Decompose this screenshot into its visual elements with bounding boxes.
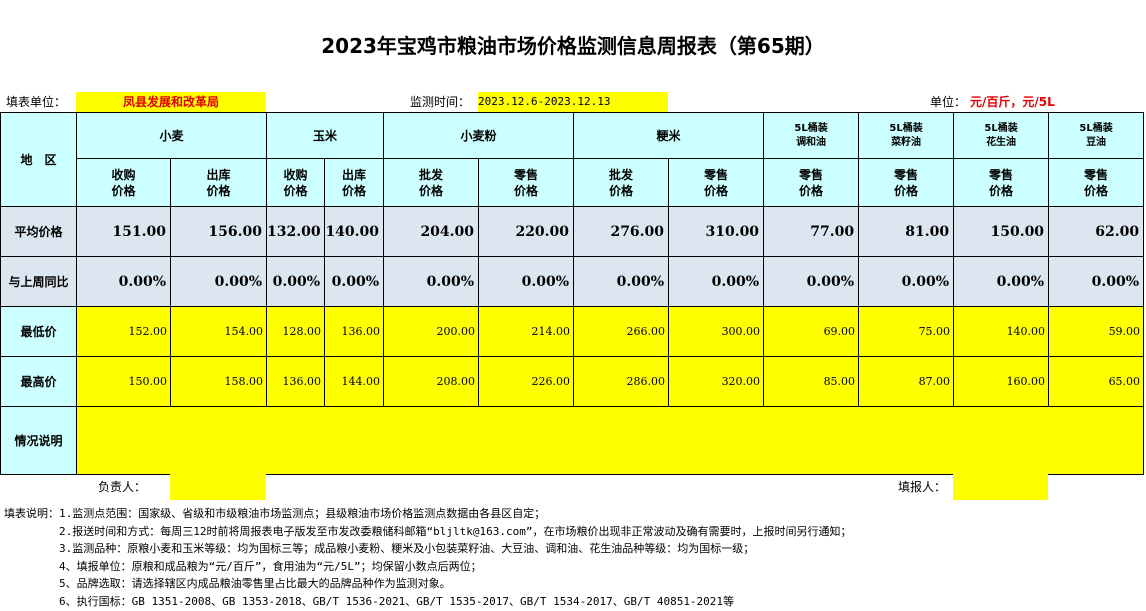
value-cell[interactable]: 87.00	[858, 356, 955, 407]
value-cell: 0.00%	[573, 256, 670, 307]
value-cell[interactable]: 200.00	[383, 306, 480, 357]
measure-value: 元/百斤，元/5L	[970, 95, 1055, 109]
group-flour: 小麦粉	[383, 112, 575, 159]
notes: 填表说明：1.监测点范围：国家级、省级和市级粮油市场监测点；县级粮油市场价格监测…	[4, 505, 851, 610]
value-cell: 132.00	[266, 206, 326, 257]
value-cell: 156.00	[169, 206, 268, 257]
value-cell: 276.00	[573, 206, 670, 257]
subheader-cell: 零售 价格	[858, 158, 955, 207]
value-cell[interactable]: 266.00	[573, 306, 670, 357]
value-cell[interactable]: 152.00	[76, 306, 171, 357]
reporter-label: 填报人：	[898, 480, 947, 494]
value-cell[interactable]: 144.00	[324, 356, 385, 407]
value-cell[interactable]: 320.00	[668, 356, 765, 407]
responsible-input[interactable]	[170, 474, 266, 500]
value-cell[interactable]: 154.00	[169, 306, 268, 357]
value-cell: 0.00%	[858, 256, 955, 307]
note-line: 2.报送时间和方式：每周三12时前将周报表电子版发至市发改委粮储科邮箱“bljl…	[4, 524, 852, 538]
value-cell[interactable]: 136.00	[324, 306, 385, 357]
measure-label: 单位：	[930, 95, 967, 109]
value-cell: 204.00	[383, 206, 480, 257]
note-line: 填表说明：1.监测点范围：国家级、省级和市级粮油市场监测点；县级粮油市场价格监测…	[4, 507, 546, 520]
subheader-cell: 零售 价格	[1048, 158, 1145, 207]
region-header: 地 区	[0, 112, 77, 207]
value-cell: 62.00	[1048, 206, 1145, 257]
value-cell[interactable]: 208.00	[383, 356, 480, 407]
value-cell: 310.00	[668, 206, 765, 257]
value-cell[interactable]: 85.00	[763, 356, 860, 407]
value-cell: 140.00	[324, 206, 385, 257]
value-cell: 220.00	[478, 206, 575, 257]
oil-blend: 5L桶装 调和油	[763, 112, 860, 159]
value-cell: 0.00%	[76, 256, 171, 307]
value-cell: 151.00	[76, 206, 171, 257]
value-cell: 81.00	[858, 206, 955, 257]
subheader-cell: 收购 价格	[76, 158, 171, 207]
value-cell[interactable]: 300.00	[668, 306, 765, 357]
oil-peanut: 5L桶装 花生油	[953, 112, 1050, 159]
note-line: 4、填报单位：原粮和成品粮为“元/百斤”，食用油为“元/5L”；均保留小数点后两…	[4, 559, 482, 573]
unit-label: 填表单位：	[6, 95, 67, 109]
value-cell[interactable]: 140.00	[953, 306, 1050, 357]
value-cell: 0.00%	[953, 256, 1050, 307]
value-cell[interactable]: 226.00	[478, 356, 575, 407]
value-cell: 0.00%	[266, 256, 326, 307]
value-cell[interactable]: 59.00	[1048, 306, 1145, 357]
group-corn: 玉米	[266, 112, 385, 159]
subheader-cell: 收购 价格	[266, 158, 326, 207]
subheader-cell: 零售 价格	[953, 158, 1050, 207]
situation-input[interactable]	[75, 406, 1145, 475]
value-cell: 77.00	[763, 206, 860, 257]
value-cell: 0.00%	[763, 256, 860, 307]
person-row: 负责人： 填报人：	[0, 474, 1146, 500]
row-label: 最高价	[0, 356, 77, 407]
subheader-cell: 出库 价格	[324, 158, 385, 207]
value-cell[interactable]: 158.00	[169, 356, 268, 407]
value-cell: 150.00	[953, 206, 1050, 257]
time-label: 监测时间：	[410, 95, 471, 109]
value-cell[interactable]: 214.00	[478, 306, 575, 357]
value-cell[interactable]: 128.00	[266, 306, 326, 357]
value-cell[interactable]: 65.00	[1048, 356, 1145, 407]
subheader-cell: 批发 价格	[383, 158, 480, 207]
value-cell[interactable]: 136.00	[266, 356, 326, 407]
value-cell: 0.00%	[383, 256, 480, 307]
subheader-cell: 出库 价格	[169, 158, 268, 207]
value-cell[interactable]: 150.00	[76, 356, 171, 407]
subheader-cell: 批发 价格	[573, 158, 670, 207]
row-label: 最低价	[0, 306, 77, 357]
note-line: 5、品牌选取：请选择辖区内成品粮油零售里占比最大的品牌品种作为监测对象。	[4, 577, 451, 590]
time-value[interactable]: 2023.12.6-2023.12.13	[478, 92, 668, 112]
subheader-cell: 零售 价格	[478, 158, 575, 207]
report-title: 2023年宝鸡市粮油市场价格监测信息周报表（第65期）	[321, 34, 825, 58]
value-cell: 0.00%	[1048, 256, 1145, 307]
value-cell: 0.00%	[668, 256, 765, 307]
note-line: 6、执行国标：GB 1351-2008、GB 1353-2018、GB/T 15…	[4, 594, 735, 608]
price-table: 地 区 小麦 玉米 小麦粉 粳米 5L桶装 调和油 5L桶装 菜籽油 5L桶装 花生油…	[0, 112, 1145, 475]
situation-label: 情况说明	[0, 406, 77, 475]
responsible-label: 负责人：	[98, 480, 147, 494]
group-wheat: 小麦	[75, 112, 268, 159]
row-label: 平均价格	[0, 206, 77, 257]
oil-soybean: 5L桶装 豆油	[1048, 112, 1145, 159]
value-cell: 0.00%	[478, 256, 575, 307]
oil-rapeseed: 5L桶装 菜籽油	[858, 112, 955, 159]
reporter-input[interactable]	[953, 474, 1048, 500]
value-cell[interactable]: 69.00	[763, 306, 860, 357]
subheader-cell: 零售 价格	[668, 158, 765, 207]
value-cell: 0.00%	[169, 256, 268, 307]
subheader-cell: 零售 价格	[763, 158, 860, 207]
row-label: 与上周同比	[0, 256, 77, 307]
info-row: 填表单位： 凤县发展和改革局 监测时间： 2023.12.6-2023.12.1…	[0, 92, 1146, 112]
value-cell[interactable]: 160.00	[953, 356, 1050, 407]
value-cell: 0.00%	[324, 256, 385, 307]
group-rice: 粳米	[573, 112, 765, 159]
note-line: 3.监测品种：原粮小麦和玉米等级：均为国标三等；成品粮小麦粉、粳米及小包装菜籽油…	[4, 542, 755, 555]
value-cell[interactable]: 286.00	[573, 356, 670, 407]
value-cell[interactable]: 75.00	[858, 306, 955, 357]
unit-value[interactable]: 凤县发展和改革局	[76, 92, 266, 112]
